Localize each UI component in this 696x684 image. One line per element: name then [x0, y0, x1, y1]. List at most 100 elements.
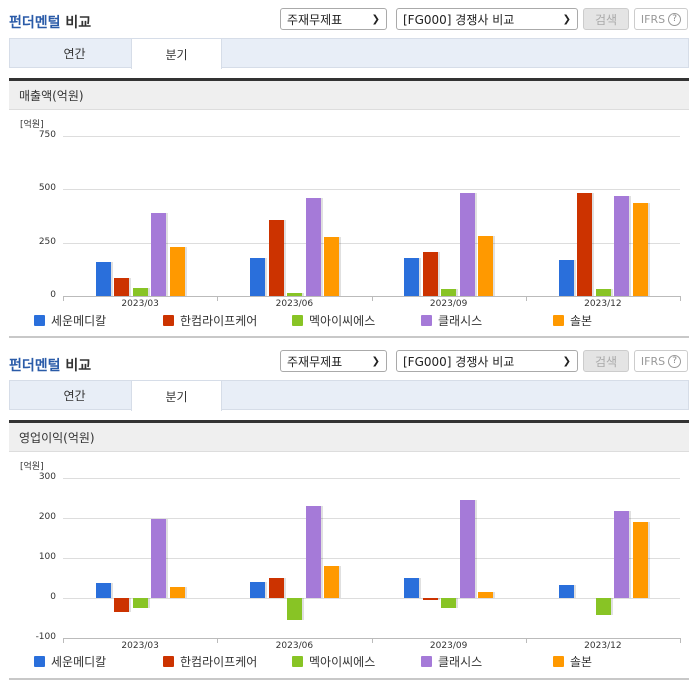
- title-highlight: 펀더멘털: [9, 15, 61, 31]
- bar: [577, 192, 593, 296]
- legend-item[interactable]: 세운메디칼: [34, 653, 106, 670]
- legend-label: 솔본: [570, 314, 593, 328]
- x-tick-label: 2023/09: [429, 641, 468, 651]
- ifrs-button[interactable]: IFRS ?: [634, 8, 688, 30]
- legend-item[interactable]: 멕아이씨에스: [292, 312, 375, 329]
- peer-group-select[interactable]: [FG000] 경쟁사 비교 ❯: [396, 8, 578, 30]
- bar: [441, 598, 457, 608]
- statement-type-select[interactable]: 주재무제표 ❯: [280, 350, 387, 372]
- legend-label: 클래시스: [438, 314, 483, 328]
- title-rest: 비교: [60, 358, 92, 374]
- bar: [287, 598, 303, 620]
- help-icon[interactable]: ?: [668, 12, 682, 26]
- bar: [404, 258, 420, 296]
- help-icon[interactable]: ?: [668, 354, 682, 368]
- chevron-down-icon: ❯: [371, 355, 380, 367]
- bar: [558, 584, 574, 598]
- x-tick-mark: [217, 638, 219, 643]
- legend-label: 솔본: [570, 655, 593, 669]
- legend-item[interactable]: 한컴라이프케어: [163, 312, 257, 329]
- gridline: [63, 189, 680, 191]
- legend-label: 멕아이씨에스: [309, 655, 376, 669]
- x-tick-label: 2023/03: [121, 641, 159, 651]
- bar: [305, 506, 321, 598]
- chevron-down-icon: ❯: [562, 13, 571, 25]
- y-tick-label: -100: [35, 632, 56, 642]
- legend-swatch-icon: [553, 315, 564, 326]
- statement-type-select[interactable]: 주재무제표 ❯: [280, 8, 387, 30]
- peer-group-value: [FG000] 경쟁사 비교: [403, 354, 515, 369]
- x-tick-label: 2023/09: [429, 299, 468, 309]
- x-tick-mark: [63, 638, 64, 643]
- ifrs-label: IFRS: [640, 12, 666, 26]
- x-tick-mark: [371, 296, 373, 301]
- bar: [441, 288, 457, 296]
- tab-annual[interactable]: 연간: [63, 388, 86, 403]
- bar: [459, 500, 475, 598]
- legend-swatch-icon: [292, 656, 303, 667]
- chevron-down-icon: ❯: [371, 13, 380, 25]
- legend-swatch-icon: [421, 315, 432, 326]
- bar: [151, 213, 167, 296]
- tab-quarterly[interactable]: 분기: [131, 38, 222, 69]
- ifrs-label: IFRS: [640, 354, 666, 368]
- legend-item[interactable]: 솔본: [553, 653, 592, 670]
- legend-swatch-icon: [292, 315, 303, 326]
- bar: [324, 236, 340, 296]
- tab-quarterly[interactable]: 분기: [131, 380, 222, 411]
- title-highlight: 펀더멘털: [9, 358, 61, 374]
- legend-item[interactable]: 한컴라이프케어: [163, 653, 257, 670]
- y-tick-label: 100: [38, 552, 56, 562]
- bar: [459, 192, 475, 296]
- gridline: [63, 518, 680, 519]
- bar: [114, 277, 130, 296]
- legend-swatch-icon: [163, 656, 174, 667]
- bar: [169, 587, 185, 598]
- x-tick-mark: [680, 296, 681, 301]
- y-tick-label: 500: [38, 183, 56, 194]
- peer-group-select[interactable]: [FG000] 경쟁사 비교 ❯: [396, 350, 578, 372]
- x-tick-label: 2023/03: [121, 299, 159, 309]
- search-button[interactable]: 검색: [583, 8, 629, 30]
- legend-item[interactable]: 클래시스: [421, 312, 482, 329]
- gridline: [63, 598, 680, 599]
- tab-annual[interactable]: 연간: [63, 46, 86, 61]
- statement-type-value: 주재무제표: [287, 12, 343, 27]
- y-tick-label: 0: [50, 290, 56, 300]
- search-button[interactable]: 검색: [583, 350, 629, 372]
- bar: [95, 261, 111, 296]
- revenue-chart: 0 250 500 750 2023/03 2023/06 2023/09 2023/12: [0, 0, 696, 340]
- chart-title: 영업이익(억원): [9, 423, 689, 452]
- legend-swatch-icon: [421, 656, 432, 667]
- chevron-down-icon: ❯: [562, 355, 571, 367]
- x-tick-label: 2023/12: [584, 641, 622, 651]
- legend-label: 한컴라이프케어: [180, 655, 258, 669]
- bar: [404, 578, 420, 598]
- bar: [324, 566, 340, 598]
- legend-swatch-icon: [34, 656, 45, 667]
- chart-title: 매출액(억원): [9, 81, 689, 110]
- legend-item[interactable]: 세운메디칼: [34, 312, 106, 329]
- legend-item[interactable]: 클래시스: [421, 653, 482, 670]
- x-tick-label: 2023/06: [275, 641, 314, 651]
- bar: [478, 235, 494, 296]
- ifrs-button[interactable]: IFRS ?: [634, 350, 688, 372]
- bar: [114, 598, 130, 613]
- chart-legend: 세운메디칼 한컴라이프케어 멕아이씨에스 클래시스 솔본: [0, 653, 696, 671]
- bar: [132, 287, 148, 296]
- legend-swatch-icon: [553, 656, 564, 667]
- legend-label: 멕아이씨에스: [309, 314, 376, 328]
- legend-item[interactable]: 멕아이씨에스: [292, 653, 375, 670]
- bar: [268, 578, 284, 598]
- period-tabs: 연간 분기: [9, 38, 689, 69]
- bar: [151, 518, 167, 598]
- legend-label: 세운메디칼: [51, 655, 107, 669]
- operating-profit-chart: -100 0 100 200 300 2023/03 2023/06 2023/09 2023/…: [0, 342, 696, 682]
- x-tick-label: 2023/06: [275, 299, 314, 309]
- bar: [287, 293, 303, 296]
- period-tabs: 연간 분기: [9, 380, 689, 411]
- bar: [422, 598, 438, 600]
- legend-item[interactable]: 솔본: [553, 312, 592, 329]
- gridline: [63, 558, 680, 559]
- gridline: [63, 136, 680, 137]
